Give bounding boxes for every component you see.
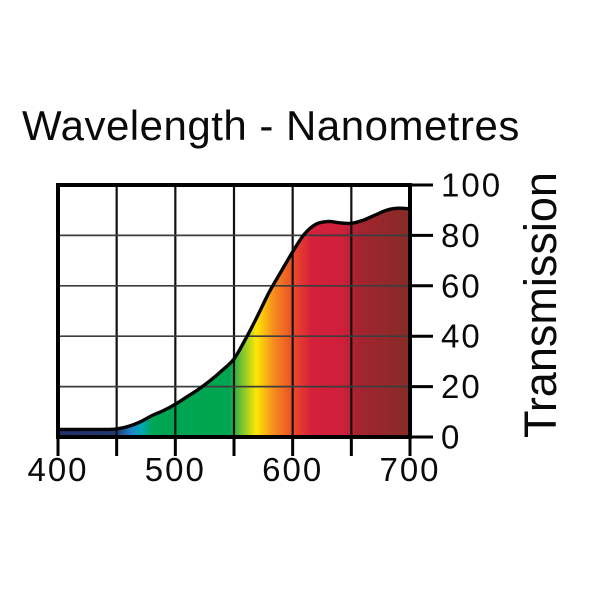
transmission-curve: [56, 206, 412, 432]
x-tick-label: 500: [145, 451, 206, 488]
chart-title: Wavelength - Nanometres: [22, 102, 520, 149]
y-tick-label: 0: [441, 419, 461, 456]
y-tick-label: 80: [441, 217, 482, 254]
spectrum-fill: [58, 208, 410, 437]
x-tick-label: 400: [27, 451, 88, 488]
y-tick-label: 20: [441, 368, 482, 405]
y-tick-label: 100: [441, 167, 502, 204]
y-tick-label: 60: [441, 267, 482, 304]
y-axis-title: Transmission: [515, 172, 566, 438]
y-tick-label: 40: [441, 318, 482, 355]
x-tick-label: 600: [262, 451, 323, 488]
x-tick-label: 700: [379, 451, 440, 488]
